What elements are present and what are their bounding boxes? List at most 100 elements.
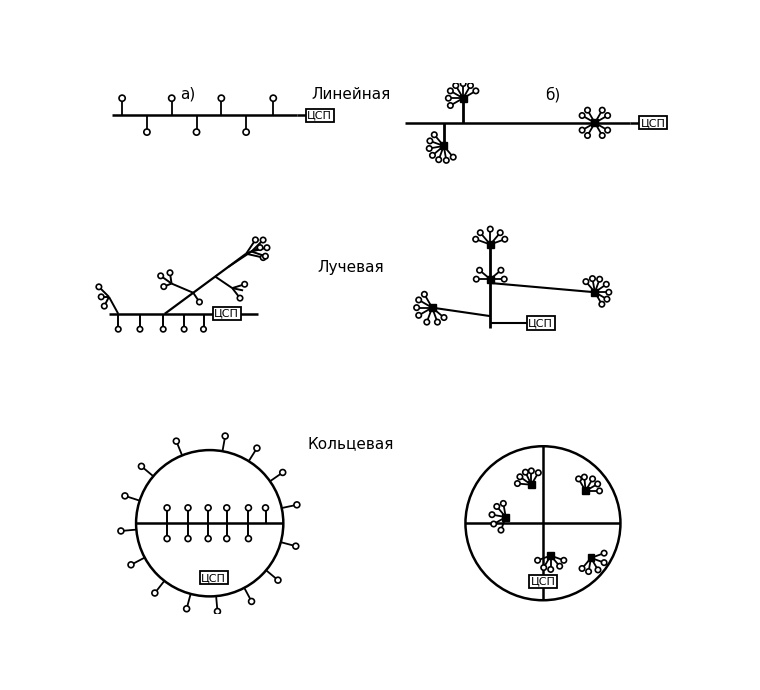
Circle shape <box>270 95 277 101</box>
Text: а): а) <box>180 87 195 102</box>
Text: ЦСП: ЦСП <box>201 573 226 583</box>
Circle shape <box>499 268 504 273</box>
Circle shape <box>491 522 496 526</box>
Circle shape <box>581 475 587 480</box>
Circle shape <box>164 535 170 542</box>
Bar <box>582 487 589 494</box>
Text: ЦСП: ЦСП <box>307 110 332 120</box>
Bar <box>591 289 598 296</box>
Circle shape <box>548 566 553 572</box>
Circle shape <box>445 95 451 101</box>
Circle shape <box>529 469 534 473</box>
Circle shape <box>501 501 506 506</box>
Circle shape <box>499 527 504 533</box>
Circle shape <box>185 505 191 511</box>
Circle shape <box>461 81 466 86</box>
Circle shape <box>473 88 479 94</box>
Bar <box>486 241 494 248</box>
Circle shape <box>237 295 242 301</box>
Circle shape <box>557 564 562 569</box>
Circle shape <box>99 294 104 299</box>
Text: ЦСП: ЦСП <box>530 577 556 586</box>
Circle shape <box>427 138 432 144</box>
Circle shape <box>467 83 473 88</box>
Circle shape <box>597 489 602 493</box>
Circle shape <box>584 108 591 113</box>
Circle shape <box>214 609 220 614</box>
Circle shape <box>436 157 442 162</box>
Text: Кольцевая: Кольцевая <box>308 435 394 451</box>
Circle shape <box>579 566 584 571</box>
Circle shape <box>487 226 493 232</box>
Circle shape <box>294 502 300 508</box>
Circle shape <box>138 326 143 332</box>
Circle shape <box>590 476 595 482</box>
Bar <box>639 117 667 130</box>
Bar <box>486 276 494 283</box>
Circle shape <box>590 276 595 282</box>
Circle shape <box>205 505 211 511</box>
Circle shape <box>599 302 604 307</box>
Bar <box>529 575 557 589</box>
Circle shape <box>432 132 437 137</box>
Circle shape <box>253 237 258 243</box>
Circle shape <box>435 319 440 325</box>
Circle shape <box>601 560 606 565</box>
Circle shape <box>242 282 247 287</box>
Circle shape <box>293 543 299 549</box>
Circle shape <box>249 598 255 604</box>
Circle shape <box>218 95 224 101</box>
Text: ЦСП: ЦСП <box>528 318 553 328</box>
Circle shape <box>116 326 121 332</box>
Circle shape <box>502 277 507 282</box>
Circle shape <box>426 146 432 151</box>
Circle shape <box>194 129 200 135</box>
Circle shape <box>605 128 610 133</box>
Circle shape <box>448 103 453 108</box>
Circle shape <box>184 606 189 612</box>
Bar <box>429 304 435 311</box>
Circle shape <box>416 297 421 303</box>
Circle shape <box>442 315 447 320</box>
Circle shape <box>261 237 266 243</box>
Circle shape <box>477 230 483 235</box>
Circle shape <box>424 319 429 325</box>
Circle shape <box>584 132 591 138</box>
Circle shape <box>144 129 150 135</box>
Circle shape <box>261 255 266 260</box>
Circle shape <box>601 551 606 556</box>
Circle shape <box>118 528 124 534</box>
Circle shape <box>579 113 585 118</box>
Circle shape <box>595 482 600 486</box>
Circle shape <box>473 237 478 242</box>
Bar <box>306 108 334 121</box>
Circle shape <box>223 505 230 511</box>
Circle shape <box>536 470 541 475</box>
Circle shape <box>600 108 605 113</box>
Circle shape <box>97 284 102 290</box>
Circle shape <box>561 558 566 563</box>
Circle shape <box>136 450 283 596</box>
Circle shape <box>473 277 479 282</box>
Text: б): б) <box>545 86 560 102</box>
Bar <box>528 482 535 489</box>
Text: ЦСП: ЦСП <box>641 118 666 128</box>
Circle shape <box>152 590 158 596</box>
Text: ЦСП: ЦСП <box>214 309 239 319</box>
Circle shape <box>182 326 187 332</box>
Bar <box>460 95 467 101</box>
Circle shape <box>576 476 581 482</box>
Circle shape <box>444 157 449 163</box>
Circle shape <box>586 569 591 574</box>
Circle shape <box>138 464 144 469</box>
Circle shape <box>448 88 453 94</box>
Bar <box>547 552 554 559</box>
Circle shape <box>164 505 170 511</box>
Circle shape <box>254 445 260 451</box>
Circle shape <box>494 504 499 509</box>
Circle shape <box>185 535 191 542</box>
Circle shape <box>451 155 456 160</box>
Circle shape <box>502 237 508 242</box>
Circle shape <box>160 326 166 332</box>
Circle shape <box>173 438 179 444</box>
